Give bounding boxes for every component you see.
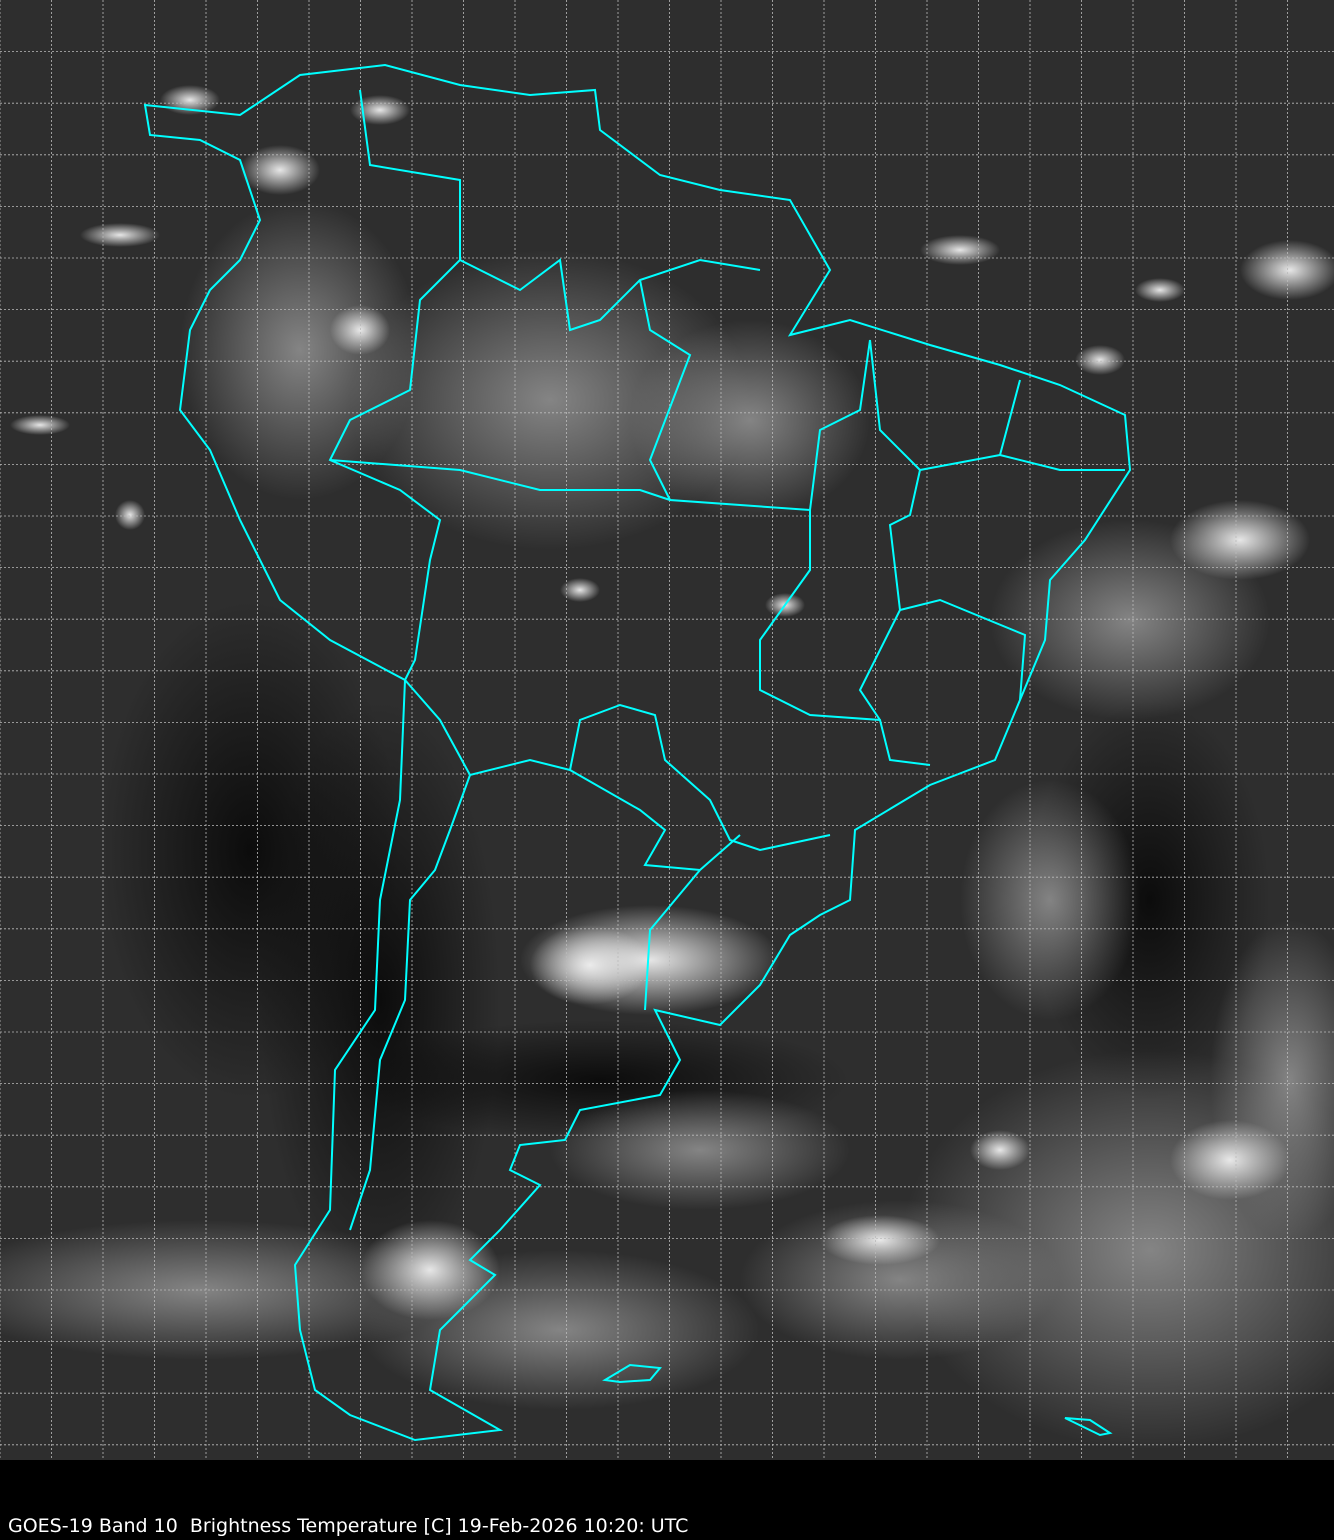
cloud-region	[1170, 500, 1310, 580]
cloud-region	[550, 1090, 850, 1210]
cloud-region	[80, 223, 160, 247]
cloud-region	[530, 925, 650, 1005]
satellite-map	[0, 0, 1334, 1460]
cloud-region	[820, 1215, 940, 1265]
cloud-region	[1075, 345, 1125, 375]
cloud-region	[970, 1130, 1030, 1170]
continent-outline	[143, 63, 1132, 1442]
cloud-region	[960, 780, 1140, 1020]
cloud-region	[920, 235, 1000, 265]
cloud-region	[240, 145, 320, 195]
clear-sky-region	[100, 600, 400, 1100]
cloud-region	[330, 305, 390, 355]
cloud-region	[180, 200, 420, 500]
cloud-region	[1170, 1120, 1290, 1200]
cloud-region	[1240, 240, 1334, 300]
boundaries	[143, 63, 1132, 1442]
cloud-region	[350, 95, 410, 125]
country-borders	[328, 89, 1125, 1231]
island-south-georgia	[1064, 1417, 1113, 1437]
cloud-region	[360, 1220, 500, 1320]
image-caption: GOES-19 Band 10 Brightness Temperature […	[8, 1515, 689, 1537]
cloud-region	[10, 415, 70, 435]
cloud-region	[560, 578, 600, 602]
cloud-region	[1135, 278, 1185, 302]
lat-lon-grid	[0, 0, 1334, 1460]
cloud-region	[115, 500, 145, 530]
cloud-region	[630, 320, 870, 520]
island-malvinas	[602, 1363, 662, 1384]
